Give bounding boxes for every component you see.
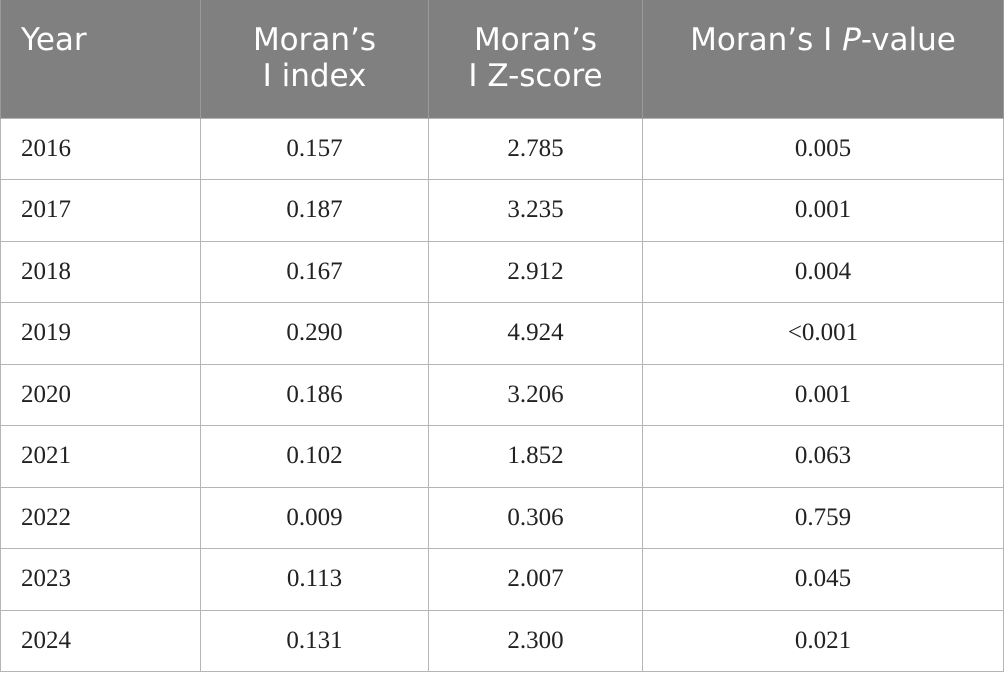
header-pvalue-prefix: Moran’s I bbox=[690, 22, 843, 58]
table-row: 2024 0.131 2.300 0.021 bbox=[0, 609, 1004, 672]
table-row: 2019 0.290 4.924 <0.001 bbox=[0, 302, 1004, 365]
cell-morans-index: 0.131 bbox=[200, 609, 429, 672]
cell-morans-pvalue: 0.004 bbox=[642, 240, 1004, 303]
cell-morans-zscore: 1.852 bbox=[428, 425, 643, 488]
cell-morans-index: 0.167 bbox=[200, 240, 429, 303]
header-pvalue-suffix: -value bbox=[860, 22, 956, 58]
cell-year: 2023 bbox=[0, 548, 201, 611]
header-morans-zscore: Moran’s I Z-score bbox=[428, 0, 643, 118]
cell-morans-index: 0.102 bbox=[200, 425, 429, 488]
header-pvalue-italic-p: P bbox=[842, 22, 861, 58]
table-row: 2023 0.113 2.007 0.045 bbox=[0, 548, 1004, 611]
header-year: Year bbox=[0, 0, 201, 118]
cell-year: 2019 bbox=[0, 302, 201, 365]
cell-morans-zscore: 3.206 bbox=[428, 363, 643, 426]
header-morans-pvalue-line: Moran’s I P-value bbox=[661, 22, 985, 58]
cell-morans-pvalue: <0.001 bbox=[642, 302, 1004, 365]
cell-morans-zscore: 2.912 bbox=[428, 240, 643, 303]
header-morans-index: Moran’s I index bbox=[200, 0, 429, 118]
cell-year: 2021 bbox=[0, 425, 201, 488]
table-row: 2020 0.186 3.206 0.001 bbox=[0, 363, 1004, 426]
cell-morans-zscore: 4.924 bbox=[428, 302, 643, 365]
cell-year: 2024 bbox=[0, 609, 201, 672]
cell-morans-zscore: 2.300 bbox=[428, 609, 643, 672]
header-morans-index-line-2: I index bbox=[262, 58, 367, 94]
header-row: Year Moran’s I index Moran’s I Z-score M… bbox=[0, 0, 1004, 118]
cell-morans-pvalue: 0.001 bbox=[642, 179, 1004, 242]
table-row: 2016 0.157 2.785 0.005 bbox=[0, 117, 1004, 180]
header-morans-zscore-line-1: Moran’s bbox=[473, 22, 598, 58]
cell-morans-index: 0.113 bbox=[200, 548, 429, 611]
cell-morans-zscore: 3.235 bbox=[428, 179, 643, 242]
header-year-line-1: Year bbox=[21, 22, 87, 58]
cell-morans-index: 0.290 bbox=[200, 302, 429, 365]
cell-morans-zscore: 0.306 bbox=[428, 486, 643, 549]
table-row: 2022 0.009 0.306 0.759 bbox=[0, 486, 1004, 549]
header-morans-pvalue: Moran’s I P-value bbox=[642, 0, 1004, 118]
cell-morans-index: 0.187 bbox=[200, 179, 429, 242]
header-morans-index-line-1: Moran’s bbox=[252, 22, 377, 58]
table-row: 2017 0.187 3.235 0.001 bbox=[0, 179, 1004, 242]
cell-year: 2016 bbox=[0, 117, 201, 180]
cell-year: 2022 bbox=[0, 486, 201, 549]
cell-morans-pvalue: 0.005 bbox=[642, 117, 1004, 180]
cell-morans-index: 0.157 bbox=[200, 117, 429, 180]
table-header: Year Moran’s I index Moran’s I Z-score M… bbox=[0, 0, 1004, 118]
cell-morans-pvalue: 0.001 bbox=[642, 363, 1004, 426]
table-body: 2016 0.157 2.785 0.005 2017 0.187 3.235 0.001 20… bbox=[0, 117, 1004, 672]
cell-morans-index: 0.186 bbox=[200, 363, 429, 426]
cell-morans-pvalue: 0.063 bbox=[642, 425, 1004, 488]
table-row: 2021 0.102 1.852 0.063 bbox=[0, 425, 1004, 488]
cell-year: 2018 bbox=[0, 240, 201, 303]
cell-morans-pvalue: 0.021 bbox=[642, 609, 1004, 672]
header-morans-zscore-line-2: I Z-score bbox=[468, 58, 603, 94]
morans-i-table: Year Moran’s I index Moran’s I Z-score M… bbox=[0, 0, 1004, 672]
cell-year: 2020 bbox=[0, 363, 201, 426]
cell-morans-pvalue: 0.045 bbox=[642, 548, 1004, 611]
cell-morans-zscore: 2.785 bbox=[428, 117, 643, 180]
table-row: 2018 0.167 2.912 0.004 bbox=[0, 240, 1004, 303]
cell-morans-index: 0.009 bbox=[200, 486, 429, 549]
cell-morans-pvalue: 0.759 bbox=[642, 486, 1004, 549]
cell-year: 2017 bbox=[0, 179, 201, 242]
cell-morans-zscore: 2.007 bbox=[428, 548, 643, 611]
